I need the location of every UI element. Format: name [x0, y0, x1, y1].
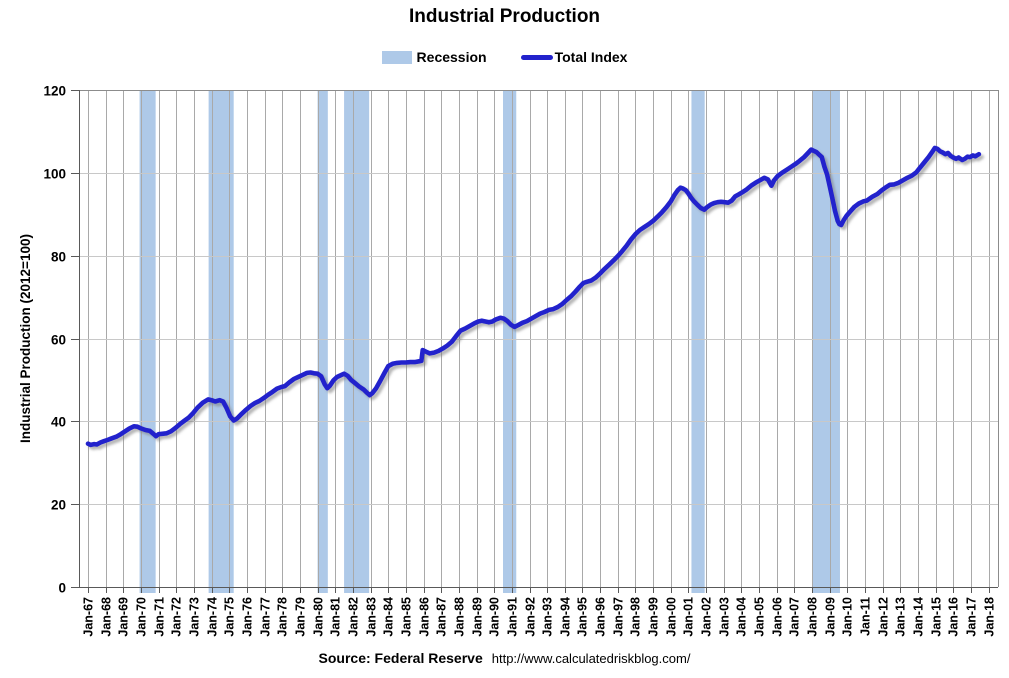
- x-tick-label: Jan-10: [841, 597, 855, 637]
- x-tick-label: Jan-79: [294, 597, 308, 637]
- legend-recession-label: Recession: [416, 49, 487, 65]
- x-tick-label: Jan-95: [576, 597, 590, 637]
- legend-item-total-index: Total Index: [520, 49, 628, 65]
- x-tick-label: Jan-98: [629, 597, 643, 637]
- x-tick-label: Jan-72: [170, 597, 184, 637]
- x-tick-label: Jan-81: [329, 597, 343, 637]
- y-tick-label: 120: [43, 84, 66, 99]
- x-tick-label: Jan-73: [188, 597, 202, 637]
- x-tick-label: Jan-77: [259, 597, 273, 637]
- chart-title: Industrial Production: [408, 6, 601, 27]
- x-tick-label: Jan-01: [682, 597, 696, 637]
- x-tick-label: Jan-80: [312, 597, 326, 637]
- x-tick-label: Jan-84: [382, 597, 396, 637]
- x-tick-label: Jan-99: [647, 597, 661, 637]
- x-tick-label: Jan-67: [82, 597, 96, 637]
- x-tick-label: Jan-86: [418, 597, 432, 637]
- y-tick-label: 100: [43, 167, 66, 182]
- x-tick-label: Jan-17: [965, 597, 979, 637]
- x-tick-label: Jan-90: [488, 597, 502, 637]
- x-tick-label: Jan-18: [983, 597, 997, 637]
- x-tick-label: Jan-07: [788, 597, 802, 637]
- source-line: Source: Federal Reserve http://www.calcul…: [0, 650, 1009, 666]
- x-tick-label: Jan-96: [594, 597, 608, 637]
- y-tick-label: 40: [51, 415, 66, 430]
- recession-band: [503, 90, 517, 593]
- y-tick-label: 20: [51, 498, 66, 513]
- x-tick-label: Jan-75: [223, 597, 237, 637]
- x-tick-label: Jan-05: [753, 597, 767, 637]
- x-tick-label: Jan-03: [718, 597, 732, 637]
- x-tick-label: Jan-08: [806, 597, 820, 637]
- total-index-line: [85, 145, 982, 448]
- x-tick-label: Jan-87: [435, 597, 449, 637]
- x-tick-label: Jan-15: [930, 597, 944, 637]
- x-tick-label: Jan-16: [947, 597, 961, 637]
- x-tick-label: Jan-12: [877, 597, 891, 637]
- y-tick-label: 80: [51, 250, 66, 265]
- x-tick-label: Jan-91: [506, 597, 520, 637]
- x-tick-label: Jan-09: [824, 597, 838, 637]
- x-tick-label: Jan-94: [559, 597, 573, 637]
- source-label: Source: Federal Reserve: [318, 650, 483, 666]
- recession-band: [344, 90, 370, 593]
- x-tick-label: Jan-04: [735, 597, 749, 637]
- x-tick-label: Jan-68: [100, 597, 114, 637]
- x-tick-label: Jan-70: [135, 597, 149, 637]
- x-tick-label: Jan-74: [206, 597, 220, 637]
- recession-band-swatch-icon: [381, 50, 412, 64]
- x-tick-label: Jan-93: [541, 597, 555, 637]
- y-axis-title: Industrial Production (2012=100): [18, 234, 33, 443]
- legend-total-index-label: Total Index: [554, 49, 628, 65]
- x-tick-label: Jan-85: [400, 597, 414, 637]
- x-tick-label: Jan-88: [453, 597, 467, 637]
- recession-band: [317, 90, 328, 593]
- x-tick-label: Jan-83: [365, 597, 379, 637]
- x-tick-label: Jan-02: [700, 597, 714, 637]
- y-tick-label: 0: [58, 581, 66, 596]
- total-index-line-swatch-icon: [520, 54, 553, 60]
- x-tick-label: Jan-06: [771, 597, 785, 637]
- x-tick-label: Jan-11: [859, 597, 873, 636]
- x-tick-label: Jan-92: [524, 597, 538, 637]
- recession-band: [691, 90, 705, 593]
- x-tick-label: Jan-82: [347, 597, 361, 637]
- x-tick-label: Jan-76: [241, 597, 255, 637]
- legend-item-recession: Recession: [381, 49, 487, 65]
- legend: Recession Total Index: [0, 47, 1009, 67]
- x-tick-label: Jan-69: [117, 597, 131, 637]
- x-tick-label: Jan-78: [276, 597, 290, 637]
- y-tick-label: 60: [51, 333, 66, 348]
- source-url: http://www.calculatedriskblog.com/: [491, 651, 691, 666]
- x-tick-label: Jan-97: [612, 597, 626, 637]
- x-tick-label: Jan-13: [894, 597, 908, 637]
- recession-band: [139, 90, 156, 593]
- x-tick-label: Jan-89: [471, 597, 485, 637]
- x-tick-label: Jan-71: [153, 597, 167, 637]
- x-tick-label: Jan-00: [665, 597, 679, 637]
- x-tick-label: Jan-14: [912, 597, 926, 637]
